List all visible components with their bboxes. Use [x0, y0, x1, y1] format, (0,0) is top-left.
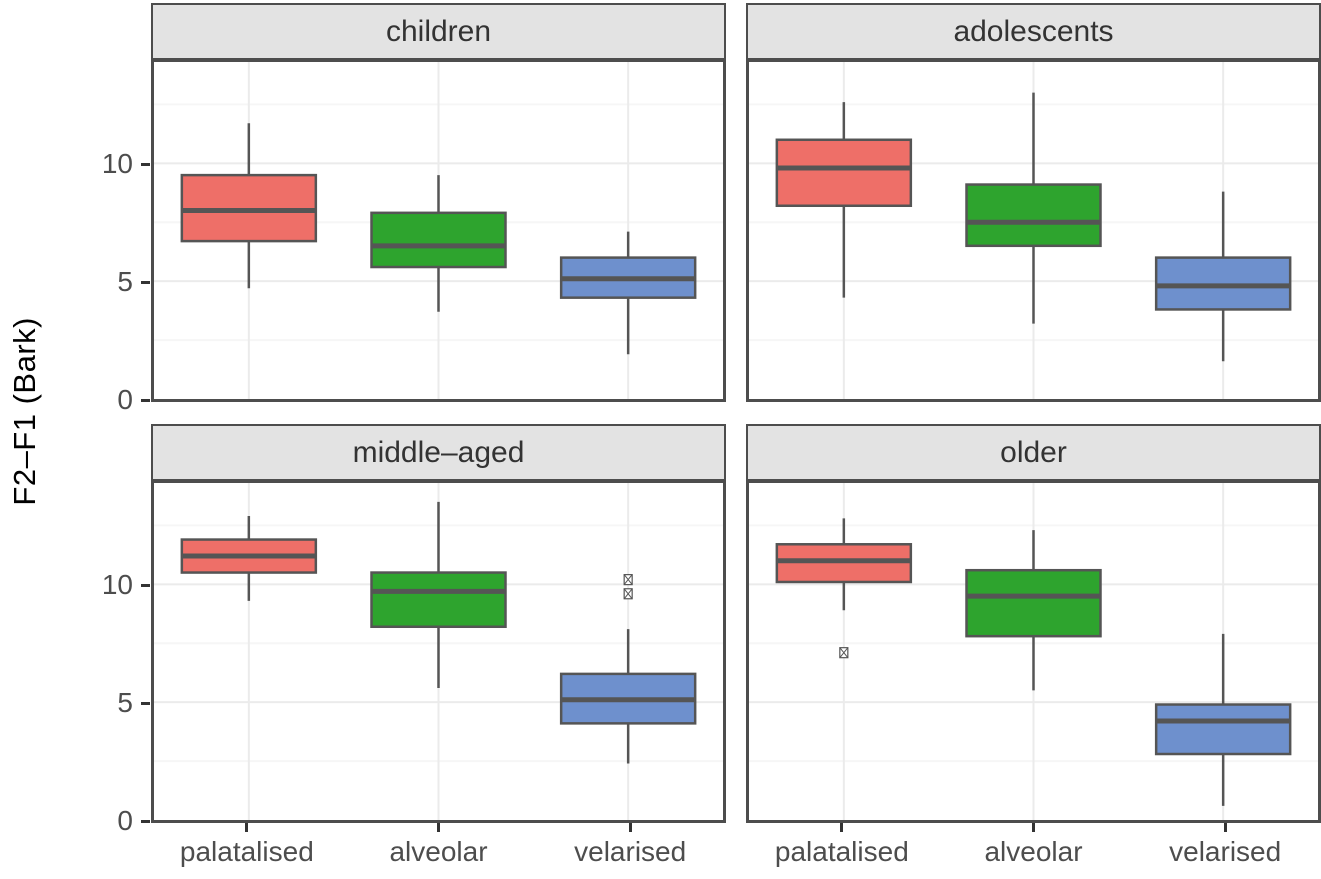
y-tick-mark	[141, 398, 150, 402]
x-cell: velarised	[534, 823, 726, 868]
iqr-box	[965, 568, 1102, 638]
iqr-box	[370, 571, 507, 629]
y-tick-mark	[141, 819, 150, 823]
box-alveolar	[965, 530, 1102, 691]
panel-middle-aged	[151, 480, 726, 823]
x-label-velarised: velarised	[574, 836, 687, 867]
x-label-palatalised: palatalised	[774, 836, 909, 867]
box-velarised	[559, 231, 697, 355]
box-velarised	[1154, 633, 1292, 806]
box-palatalised	[775, 518, 913, 659]
facet-strip-older: older	[746, 424, 1321, 481]
x-tick-mark	[245, 823, 249, 832]
boxplot-panel-children	[154, 62, 723, 399]
y-tick-mark	[141, 583, 150, 587]
x-tick-mark	[840, 823, 844, 832]
iqr-box	[775, 138, 913, 208]
box-velarised	[1154, 191, 1292, 362]
facet-grid: 0 5 10 children adolescents 0 5 10 middle–ag…	[0, 3, 1321, 868]
facet-row-top: 0 5 10 children adolescents	[0, 3, 1321, 414]
box-alveolar	[370, 501, 507, 689]
y-tick-mark	[141, 701, 150, 705]
panel-children	[151, 59, 726, 402]
y-tick-mark	[141, 280, 150, 284]
iqr-box	[1154, 703, 1292, 756]
box-alveolar	[965, 92, 1102, 324]
x-label-palatalised: palatalised	[179, 836, 314, 867]
x-axis-spacer	[0, 823, 151, 868]
y-tick-mark	[141, 162, 150, 166]
x-cell: palatalised	[746, 823, 938, 868]
boxplot-panel-middle-aged	[154, 483, 723, 820]
box-palatalised	[180, 123, 318, 289]
boxplot-panel-adolescents	[749, 62, 1318, 399]
facet-strip-children: children	[151, 3, 726, 60]
y-axis-gutter-bottom: 0 5 10	[0, 424, 151, 835]
outlier-point	[623, 588, 633, 600]
box-alveolar	[370, 175, 507, 312]
facet-strip-adolescents: adolescents	[746, 3, 1321, 60]
box-velarised	[559, 574, 697, 764]
y-tick-label: 10	[101, 569, 133, 601]
y-tick-label: 10	[101, 148, 133, 180]
x-tick-mark	[437, 823, 440, 832]
panel-older	[746, 480, 1321, 823]
x-cell: alveolar	[343, 823, 535, 868]
panel-adolescents	[746, 59, 1321, 402]
facet-middle-aged: middle–aged	[151, 424, 726, 823]
x-axis-row: palatalised alveolar velarised palatalis…	[0, 823, 1321, 868]
facet-children: children	[151, 3, 726, 402]
x-cell: velarised	[1129, 823, 1321, 868]
outlier-point	[623, 574, 633, 586]
x-tick-mark	[628, 823, 632, 832]
facet-adolescents: adolescents	[746, 3, 1321, 402]
x-axis-right: palatalised alveolar velarised	[746, 823, 1321, 868]
iqr-box	[370, 211, 507, 269]
x-cell: palatalised	[151, 823, 343, 868]
x-label-alveolar: alveolar	[389, 836, 488, 867]
facet-row-bottom: 0 5 10 middle–aged older	[0, 424, 1321, 835]
y-tick-label: 5	[117, 266, 133, 298]
y-tick-label: 0	[117, 805, 133, 836]
x-axis-left: palatalised alveolar velarised	[151, 823, 726, 868]
x-label-velarised: velarised	[1169, 836, 1282, 867]
iqr-box	[965, 183, 1102, 248]
x-label-alveolar: alveolar	[984, 836, 1083, 867]
x-tick-mark	[1223, 823, 1227, 832]
box-palatalised	[775, 102, 913, 298]
facet-strip-middle-aged: middle–aged	[151, 424, 726, 481]
y-tick-label: 5	[117, 687, 133, 719]
y-axis-gutter-top: 0 5 10	[0, 3, 151, 414]
outlier-point	[839, 647, 849, 659]
y-tick-label: 0	[117, 384, 133, 415]
facet-older: older	[746, 424, 1321, 823]
x-cell: alveolar	[938, 823, 1130, 868]
x-tick-mark	[1032, 823, 1035, 832]
box-palatalised	[180, 515, 318, 601]
boxplot-panel-older	[749, 483, 1318, 820]
